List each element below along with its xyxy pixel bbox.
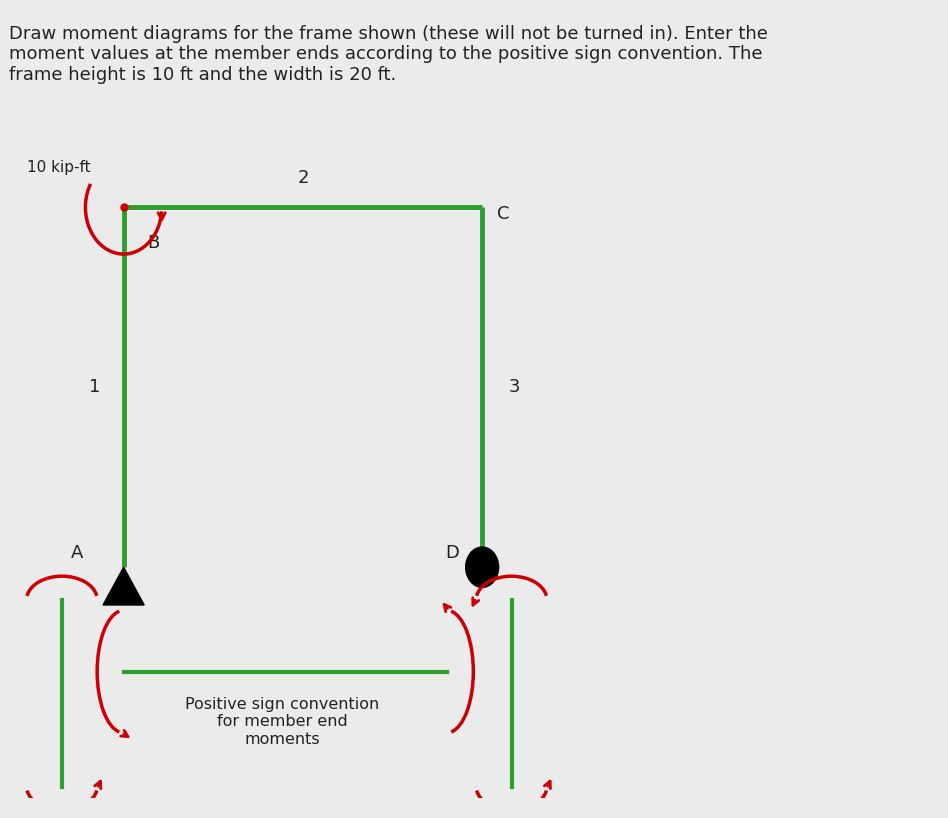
Text: 3: 3 xyxy=(509,378,520,396)
Text: B: B xyxy=(147,234,159,252)
Text: A: A xyxy=(70,544,82,562)
Polygon shape xyxy=(103,567,144,605)
Text: C: C xyxy=(497,205,509,223)
Text: D: D xyxy=(445,544,459,562)
Text: Draw moment diagrams for the frame shown (these will not be turned in). Enter th: Draw moment diagrams for the frame shown… xyxy=(9,25,769,84)
Circle shape xyxy=(465,547,499,587)
Text: 1: 1 xyxy=(88,378,100,396)
Text: 10 kip-ft: 10 kip-ft xyxy=(27,160,90,175)
Text: Positive sign convention
for member end
moments: Positive sign convention for member end … xyxy=(185,697,379,747)
Text: 2: 2 xyxy=(297,169,309,187)
